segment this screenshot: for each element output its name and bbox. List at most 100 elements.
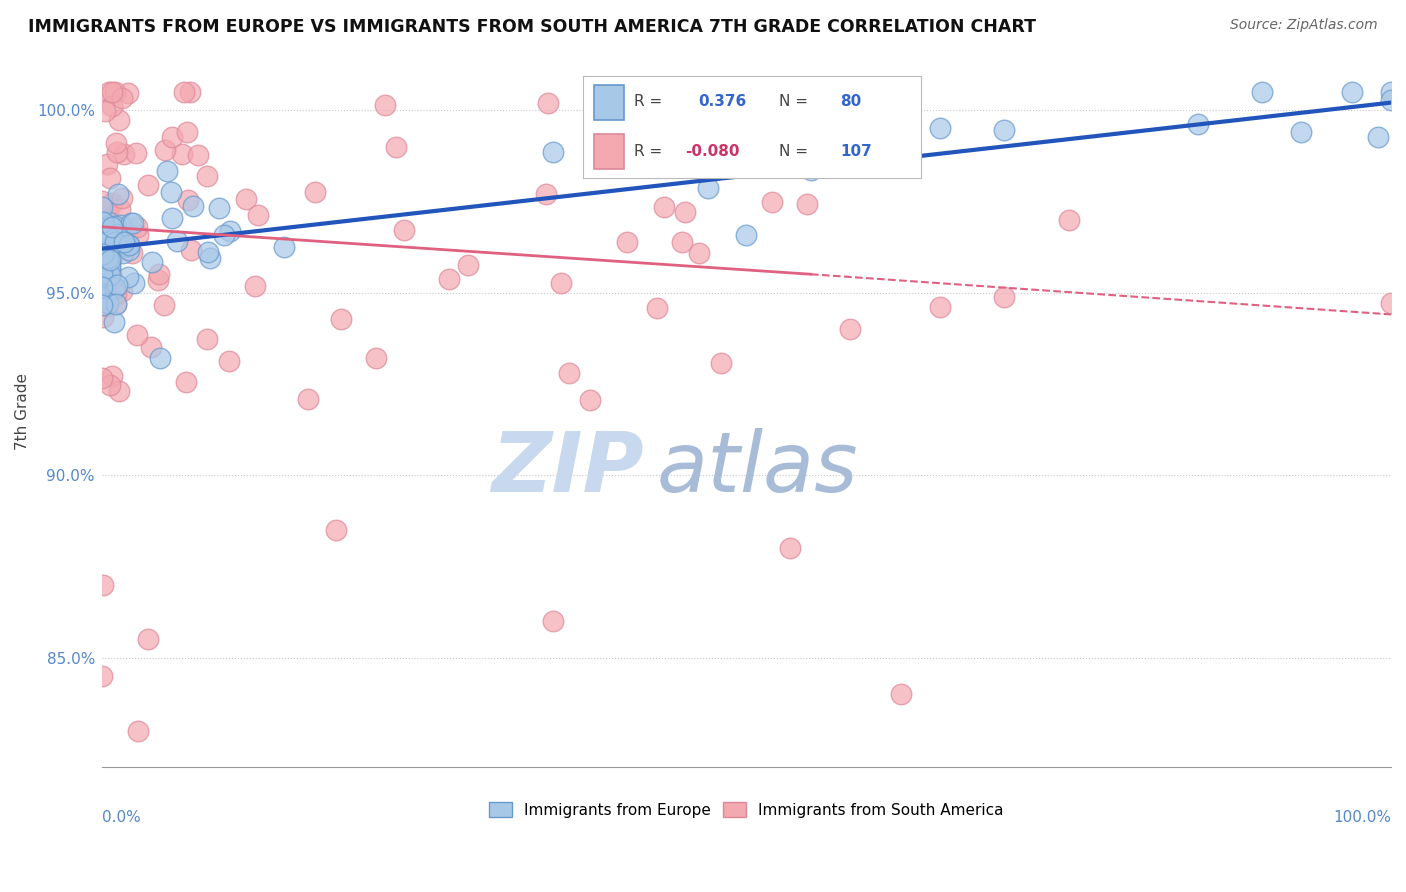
Point xyxy=(91,249,114,263)
Point xyxy=(541,614,564,628)
Point xyxy=(153,298,176,312)
Point xyxy=(437,272,460,286)
Point xyxy=(993,123,1015,137)
Point xyxy=(91,577,114,591)
Point xyxy=(688,246,710,260)
Point xyxy=(108,112,131,127)
Point xyxy=(97,207,120,221)
Point xyxy=(91,222,114,236)
Point xyxy=(90,226,112,240)
Point xyxy=(91,310,114,325)
Point xyxy=(1379,85,1402,99)
Point xyxy=(112,235,135,249)
Point xyxy=(1251,85,1274,99)
Point xyxy=(91,215,114,229)
Point xyxy=(173,85,195,99)
Text: R =: R = xyxy=(634,95,662,110)
Point xyxy=(195,169,218,183)
Point xyxy=(364,351,387,365)
Point xyxy=(696,181,718,195)
Text: R =: R = xyxy=(634,144,662,159)
Point xyxy=(550,276,572,290)
Point xyxy=(100,237,122,252)
Point xyxy=(297,392,319,407)
Point xyxy=(176,125,198,139)
Point xyxy=(633,136,655,151)
Point xyxy=(800,129,823,144)
Point xyxy=(177,193,200,207)
Point xyxy=(179,85,201,99)
Point xyxy=(105,227,128,242)
Point xyxy=(105,297,128,311)
Point xyxy=(91,370,114,384)
Text: -0.080: -0.080 xyxy=(685,144,740,159)
Text: 0.0%: 0.0% xyxy=(101,810,141,825)
Point xyxy=(111,285,134,299)
Point xyxy=(103,315,125,329)
Point xyxy=(187,147,209,161)
Point xyxy=(928,120,950,135)
Point xyxy=(97,238,120,252)
Point xyxy=(125,145,148,160)
Point xyxy=(160,185,183,199)
Point xyxy=(714,132,737,146)
Point xyxy=(1187,117,1209,131)
Point xyxy=(195,332,218,346)
Y-axis label: 7th Grade: 7th Grade xyxy=(15,373,30,450)
Point xyxy=(761,194,783,209)
Point xyxy=(218,224,240,238)
Point xyxy=(160,130,183,145)
Point xyxy=(115,226,138,240)
Point xyxy=(105,225,128,239)
Point xyxy=(218,354,240,368)
Point xyxy=(330,312,353,326)
Point xyxy=(993,290,1015,304)
Point xyxy=(98,377,121,392)
Point xyxy=(148,267,170,281)
Text: IMMIGRANTS FROM EUROPE VS IMMIGRANTS FROM SOUTH AMERICA 7TH GRADE CORRELATION CH: IMMIGRANTS FROM EUROPE VS IMMIGRANTS FRO… xyxy=(28,18,1036,36)
Point xyxy=(118,238,141,252)
Point xyxy=(304,185,326,199)
Point xyxy=(166,234,188,248)
Point xyxy=(136,178,159,192)
Point xyxy=(104,235,127,249)
Point xyxy=(117,86,139,100)
Point xyxy=(865,148,887,162)
Point xyxy=(111,245,134,260)
Point xyxy=(156,164,179,178)
Point xyxy=(111,191,134,205)
Point xyxy=(141,254,163,268)
Point xyxy=(105,145,128,159)
Point xyxy=(149,351,172,365)
Point xyxy=(96,299,118,313)
Point xyxy=(197,245,219,260)
Point xyxy=(101,220,124,235)
Point xyxy=(247,208,270,222)
Point xyxy=(616,235,638,249)
Point xyxy=(101,250,124,264)
Point xyxy=(325,523,347,537)
Point xyxy=(112,230,135,244)
Point xyxy=(104,219,127,234)
Point xyxy=(98,230,121,244)
Point xyxy=(100,260,122,275)
Point xyxy=(104,281,127,295)
Point xyxy=(928,301,950,315)
Point xyxy=(374,98,396,112)
Point xyxy=(104,297,127,311)
Point xyxy=(98,253,121,268)
Point xyxy=(93,272,115,286)
Point xyxy=(91,247,114,261)
Point xyxy=(125,327,148,342)
Point xyxy=(779,541,801,556)
Point xyxy=(104,86,127,100)
Text: 100.0%: 100.0% xyxy=(1333,810,1391,825)
Point xyxy=(122,276,145,290)
Point xyxy=(101,99,124,113)
Point xyxy=(890,687,912,701)
Point xyxy=(654,200,676,214)
Point xyxy=(91,251,114,265)
FancyBboxPatch shape xyxy=(593,135,624,169)
Point xyxy=(91,280,114,294)
Text: Source: ZipAtlas.com: Source: ZipAtlas.com xyxy=(1230,18,1378,32)
